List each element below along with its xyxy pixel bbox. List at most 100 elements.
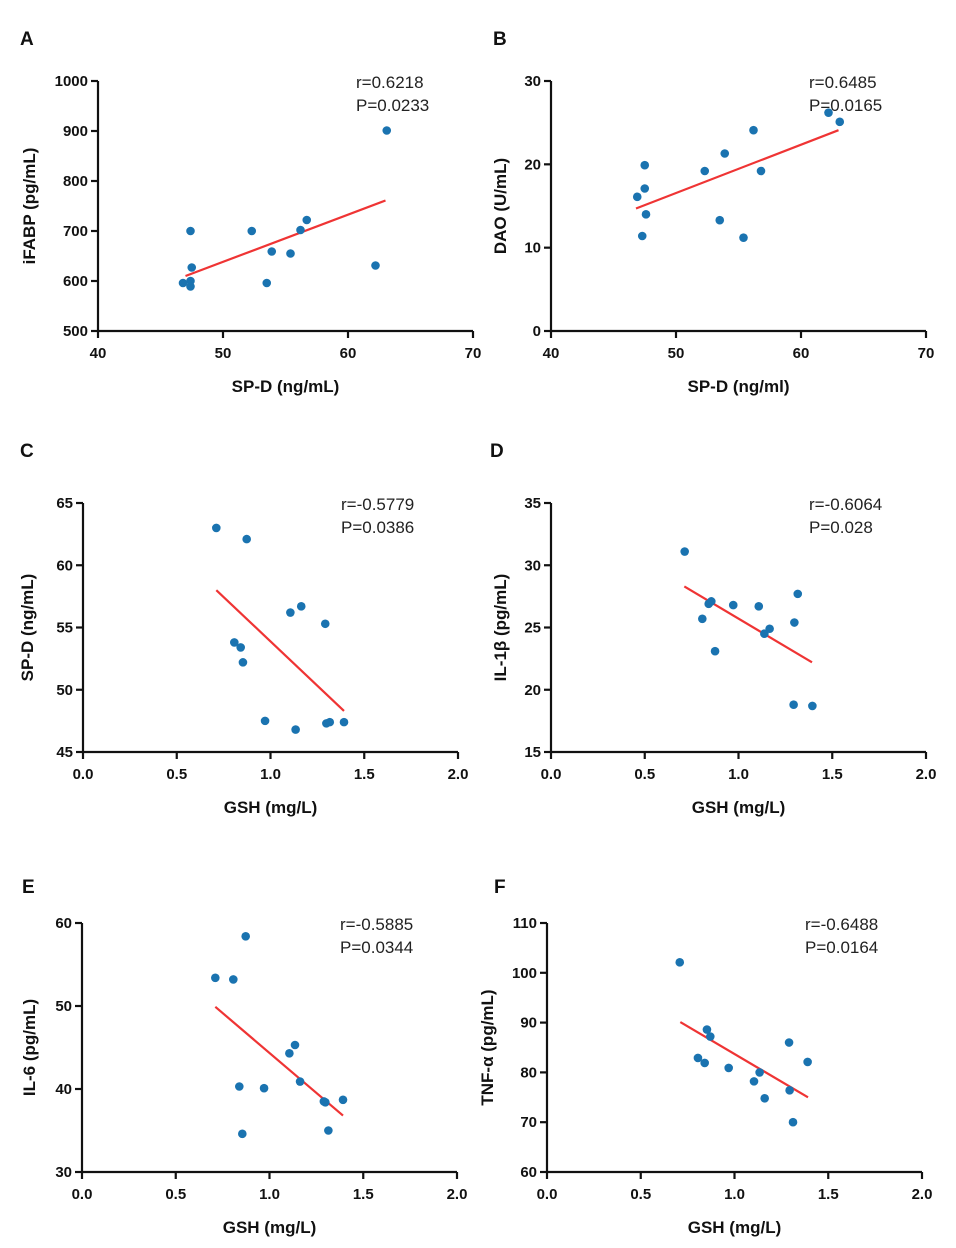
y-tick-label: 65 bbox=[56, 495, 73, 512]
x-tick-label: 50 bbox=[215, 345, 232, 362]
regression-line bbox=[214, 1005, 344, 1117]
data-point bbox=[765, 624, 774, 634]
x-tick-label: 0.0 bbox=[537, 1186, 558, 1203]
data-point bbox=[702, 1025, 712, 1034]
p-value: P=0.0344 bbox=[340, 938, 413, 957]
x-tick-label: 70 bbox=[918, 345, 935, 362]
x-tick-label: 2.0 bbox=[912, 1186, 933, 1203]
data-point bbox=[285, 1049, 294, 1058]
x-tick-label: 1.5 bbox=[822, 766, 843, 783]
y-tick-label: 500 bbox=[63, 323, 88, 340]
data-point bbox=[641, 210, 651, 219]
y-axis-title: iFABP (pg/mL) bbox=[20, 148, 39, 265]
data-point bbox=[637, 231, 647, 241]
data-point bbox=[728, 600, 738, 610]
x-axis-title: GSH (mg/L) bbox=[692, 798, 786, 817]
data-point bbox=[803, 1057, 812, 1067]
y-axis-title: TNF-α (pg/mL) bbox=[478, 989, 497, 1105]
y-axis-title: IL-1β (pg/mL) bbox=[491, 574, 510, 682]
data-point bbox=[693, 1053, 703, 1063]
correlation-r: r=-0.6064 bbox=[809, 495, 882, 514]
panel-letter: B bbox=[493, 29, 507, 50]
p-value: P=0.028 bbox=[809, 518, 873, 537]
data-point bbox=[262, 278, 272, 288]
data-point bbox=[286, 249, 295, 258]
y-tick-label: 40 bbox=[55, 1081, 72, 1098]
x-tick-label: 40 bbox=[543, 345, 560, 362]
y-tick-label: 55 bbox=[56, 620, 73, 637]
x-axis-title: GSH (mg/L) bbox=[224, 798, 318, 817]
data-point bbox=[339, 717, 349, 727]
data-point bbox=[247, 226, 257, 236]
y-tick-label: 30 bbox=[55, 1164, 72, 1181]
x-tick-label: 0.0 bbox=[73, 766, 94, 783]
y-tick-label: 60 bbox=[520, 1164, 537, 1181]
x-tick-label: 2.0 bbox=[447, 1186, 468, 1203]
correlation-r: r=-0.6488 bbox=[805, 915, 878, 934]
y-tick-label: 80 bbox=[520, 1064, 537, 1081]
x-axis-title: SP-D (ng/ml) bbox=[688, 377, 790, 396]
x-tick-label: 1.0 bbox=[259, 1186, 280, 1203]
x-tick-label: 0.0 bbox=[541, 766, 562, 783]
data-point bbox=[241, 931, 250, 941]
x-tick-label: 2.0 bbox=[916, 766, 937, 783]
panel-d: D 15 20 25 30 35 0.0 0.5 1.0 1.5 2.0 GSH (mg/L) IL-1… bbox=[490, 441, 936, 817]
y-tick-label: 45 bbox=[56, 744, 73, 761]
x-tick-label: 0.5 bbox=[166, 766, 187, 783]
x-tick-label: 1.0 bbox=[728, 766, 749, 783]
regression-line bbox=[215, 589, 345, 712]
data-point bbox=[700, 166, 710, 176]
data-point bbox=[808, 701, 817, 711]
data-point bbox=[698, 614, 707, 624]
data-point bbox=[321, 1097, 330, 1107]
x-tick-label: 70 bbox=[465, 345, 482, 362]
data-point bbox=[324, 1126, 333, 1135]
y-tick-label: 30 bbox=[524, 557, 541, 574]
data-point bbox=[296, 225, 305, 235]
data-point bbox=[229, 975, 238, 984]
p-value: P=0.0165 bbox=[809, 96, 882, 115]
y-tick-label: 25 bbox=[524, 620, 541, 637]
panel-letter: F bbox=[494, 877, 506, 898]
data-point bbox=[296, 602, 306, 611]
regression-line bbox=[683, 585, 813, 664]
y-tick-label: 35 bbox=[524, 495, 541, 512]
p-value: P=0.0164 bbox=[805, 938, 878, 957]
data-point bbox=[382, 126, 392, 135]
panel-b: B 0 10 20 30 40 50 60 70 SP-D (ng/ml) DAO (U/mL) r=… bbox=[491, 29, 934, 396]
x-tick-label: 50 bbox=[668, 345, 685, 362]
data-point bbox=[749, 1077, 759, 1086]
data-point bbox=[784, 1038, 794, 1047]
data-point bbox=[291, 725, 300, 734]
y-tick-label: 10 bbox=[524, 240, 541, 257]
data-point bbox=[790, 618, 799, 627]
data-point bbox=[749, 125, 758, 135]
y-axis-title: IL-6 (pg/mL) bbox=[20, 999, 39, 1096]
x-tick-label: 60 bbox=[793, 345, 810, 362]
x-tick-label: 1.5 bbox=[354, 766, 375, 783]
data-point bbox=[325, 717, 335, 727]
p-value: P=0.0233 bbox=[356, 96, 429, 115]
x-tick-label: 0.5 bbox=[634, 766, 655, 783]
y-tick-label: 60 bbox=[56, 557, 73, 574]
x-tick-label: 1.5 bbox=[818, 1186, 839, 1203]
data-point bbox=[785, 1086, 794, 1095]
correlation-r: r=0.6485 bbox=[809, 73, 877, 92]
data-point bbox=[724, 1063, 733, 1073]
data-point bbox=[755, 1068, 764, 1077]
data-point bbox=[186, 226, 195, 236]
panel-letter: C bbox=[20, 441, 34, 462]
y-axis-title: SP-D (ng/mL) bbox=[18, 574, 37, 682]
data-point bbox=[640, 184, 650, 193]
data-point bbox=[211, 973, 220, 983]
y-tick-label: 20 bbox=[524, 682, 541, 699]
data-point bbox=[290, 1040, 300, 1050]
y-tick-label: 900 bbox=[63, 123, 88, 140]
panel-letter: E bbox=[22, 877, 35, 898]
data-point bbox=[302, 215, 312, 225]
correlation-r: r=-0.5885 bbox=[340, 915, 413, 934]
y-tick-label: 700 bbox=[63, 223, 88, 240]
x-axis-title: SP-D (ng/mL) bbox=[232, 377, 340, 396]
data-point bbox=[760, 1093, 769, 1103]
